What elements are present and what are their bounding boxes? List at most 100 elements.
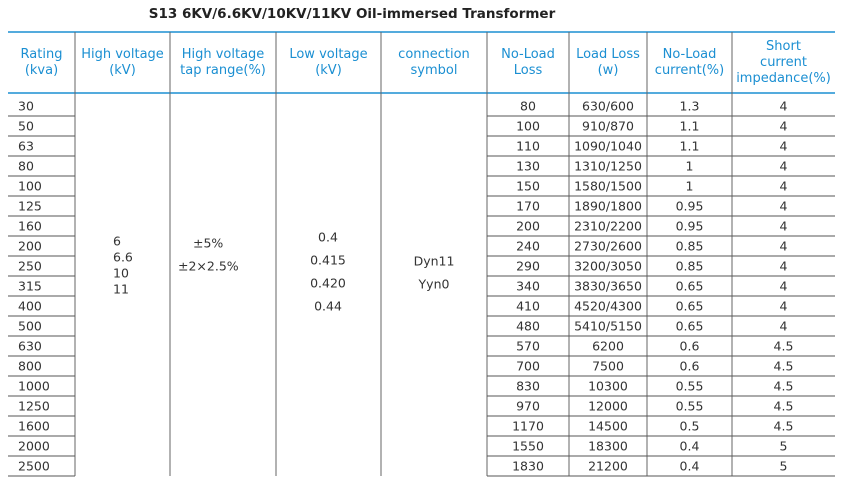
table-cell: 1000 — [18, 379, 50, 394]
merged-cell: Dyn11 — [414, 254, 455, 269]
table-cell: 21200 — [588, 459, 628, 474]
header-cell: No-Load — [501, 47, 555, 62]
header-cell: Rating — [21, 47, 63, 62]
table-cell: 4 — [780, 319, 788, 334]
table-cell: 63 — [18, 139, 34, 154]
table-cell: 2000 — [18, 439, 50, 454]
merged-cell: 0.415 — [310, 253, 346, 268]
table-cell: 2500 — [18, 459, 50, 474]
table-cell: 2310/2200 — [574, 219, 642, 234]
table-cell: 4.5 — [774, 359, 794, 374]
merged-cell: ±5% — [193, 236, 223, 251]
table-cell: 200 — [18, 239, 42, 254]
table-cell: 5 — [780, 439, 788, 454]
header-cell: current(%) — [655, 63, 724, 78]
table-cell: 0.4 — [680, 459, 700, 474]
table-cell: 0.85 — [676, 239, 704, 254]
table-cell: 1600 — [18, 419, 50, 434]
header-cell: Low voltage — [289, 47, 367, 62]
table-cell: 160 — [18, 219, 42, 234]
table-cell: 1170 — [512, 419, 544, 434]
table-cell: 18300 — [588, 439, 628, 454]
table-cell: 130 — [516, 159, 540, 174]
table-cell: 0.65 — [676, 319, 704, 334]
header-cell: Load Loss — [576, 47, 640, 62]
header-cell: connection — [398, 47, 470, 62]
table-cell: 4 — [780, 239, 788, 254]
table-cell: 30 — [18, 99, 34, 114]
title: S13 6KV/6.6KV/10KV/11KV Oil-immersed Tra… — [149, 6, 556, 22]
table-cell: 14500 — [588, 419, 628, 434]
table-cell: 200 — [516, 219, 540, 234]
table-cell: 630 — [18, 339, 42, 354]
table-cell: 0.95 — [676, 199, 704, 214]
table-cell: 4 — [780, 99, 788, 114]
merged-cell: Yyn0 — [418, 277, 450, 292]
header-cell: (kV) — [109, 63, 136, 78]
table-cell: 150 — [516, 179, 540, 194]
merged-cell: 0.4 — [318, 230, 338, 245]
table-cell: 4 — [780, 259, 788, 274]
table-cell: 4520/4300 — [574, 299, 642, 314]
merged-cell: 6 — [113, 234, 121, 249]
table-cell: 4 — [780, 299, 788, 314]
header-cell: Short — [766, 39, 801, 54]
table-cell: 970 — [516, 399, 540, 414]
table-cell: 100 — [18, 179, 42, 194]
table-cell: 480 — [516, 319, 540, 334]
header-cell: tap range(%) — [180, 63, 266, 78]
table-cell: 4 — [780, 279, 788, 294]
table-cell: 110 — [516, 139, 540, 154]
table-cell: 1550 — [512, 439, 544, 454]
table-cell: 1.1 — [680, 139, 700, 154]
table-cell: 1.3 — [680, 99, 700, 114]
table-cell: 12000 — [588, 399, 628, 414]
merged-cell: 10 — [113, 266, 129, 281]
header-cell: current — [760, 55, 807, 70]
table-cell: 170 — [516, 199, 540, 214]
table-cell: 0.55 — [676, 379, 704, 394]
table-cell: 5410/5150 — [574, 319, 642, 334]
table-cell: 800 — [18, 359, 42, 374]
table-cell: 410 — [516, 299, 540, 314]
table-cell: 0.95 — [676, 219, 704, 234]
table-cell: 830 — [516, 379, 540, 394]
table-cell: 4.5 — [774, 339, 794, 354]
table-cell: 570 — [516, 339, 540, 354]
header-cell: symbol — [411, 63, 458, 78]
table-cell: 315 — [18, 279, 42, 294]
table-cell: 400 — [18, 299, 42, 314]
table-cell: 1890/1800 — [574, 199, 642, 214]
table-cell: 1.1 — [680, 119, 700, 134]
header-cell: (w) — [598, 63, 619, 78]
table-cell: 80 — [520, 99, 536, 114]
table-cell: 240 — [516, 239, 540, 254]
table-cell: 5 — [780, 459, 788, 474]
table-cell: 630/600 — [582, 99, 634, 114]
header-cell: Loss — [514, 63, 543, 78]
table-cell: 80 — [18, 159, 34, 174]
merged-cell: 6.6 — [113, 250, 133, 265]
table-cell: 500 — [18, 319, 42, 334]
table-cell: 6200 — [592, 339, 624, 354]
table-cell: 340 — [516, 279, 540, 294]
table-cell: 10300 — [588, 379, 628, 394]
table-cell: 250 — [18, 259, 42, 274]
table-cell: 4 — [780, 159, 788, 174]
table-cell: 1310/1250 — [574, 159, 642, 174]
table-cell: 125 — [18, 199, 42, 214]
table-cell: 3200/3050 — [574, 259, 642, 274]
table-cell: 4 — [780, 199, 788, 214]
table-cell: 0.6 — [680, 339, 700, 354]
table-cell: 4 — [780, 139, 788, 154]
table-cell: 4.5 — [774, 419, 794, 434]
table-cell: 4 — [780, 119, 788, 134]
table-cell: 0.55 — [676, 399, 704, 414]
merged-cell: 0.420 — [310, 276, 346, 291]
table-cell: 100 — [516, 119, 540, 134]
table-cell: 910/870 — [582, 119, 634, 134]
table-cell: 2730/2600 — [574, 239, 642, 254]
table-cell: 1 — [686, 179, 694, 194]
